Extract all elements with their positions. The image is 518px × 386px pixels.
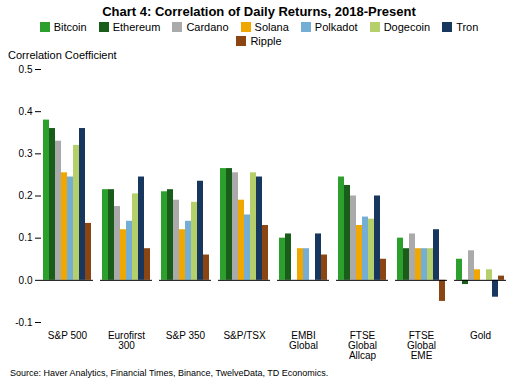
svg-text:0.2: 0.2 — [19, 190, 33, 201]
svg-text:EMBIGlobal: EMBIGlobal — [289, 330, 318, 351]
html-text:Tron: Tron — [456, 21, 479, 33]
html-text:Dogecoin: Dogecoin — [383, 21, 431, 33]
svg-text:0.4: 0.4 — [19, 106, 33, 117]
html-text:Ethereum: Ethereum — [112, 21, 161, 33]
html-text:Bitcoin: Bitcoin — [53, 21, 87, 33]
svg-text:0.3: 0.3 — [19, 148, 33, 159]
svg-text:S&P 500: S&P 500 — [48, 330, 88, 341]
svg-text:0.1: 0.1 — [19, 232, 33, 243]
html-text:Polkadot: Polkadot — [314, 21, 358, 33]
svg-text:Eurofirst300: Eurofirst300 — [108, 330, 145, 351]
html-text:Chart 4: Correlation of Daily: Chart 4: Correlation of Daily Returns, 2… — [102, 4, 416, 19]
svg-text:S&P/TSX: S&P/TSX — [223, 330, 266, 341]
svg-text:S&P 350: S&P 350 — [166, 330, 206, 341]
html-text:Ripple: Ripple — [250, 35, 282, 47]
html-text:Correlation Coefficient: Correlation Coefficient — [8, 49, 117, 61]
svg-text:0.5: 0.5 — [19, 64, 33, 75]
svg-text:FTSEGlobalAllcap: FTSEGlobalAllcap — [348, 330, 377, 361]
html-text:Solana: Solana — [254, 21, 289, 33]
html-text:Cardano: Cardano — [186, 21, 229, 33]
svg-text:0.0: 0.0 — [19, 275, 33, 286]
svg-text:-0.1: -0.1 — [15, 317, 33, 328]
svg-text:FTSEGlobalEME: FTSEGlobalEME — [407, 330, 436, 361]
svg-text:Gold: Gold — [470, 330, 491, 341]
html-text:Source: Haver Analytics, Finan: Source: Haver Analytics, Financial Times… — [10, 368, 329, 378]
